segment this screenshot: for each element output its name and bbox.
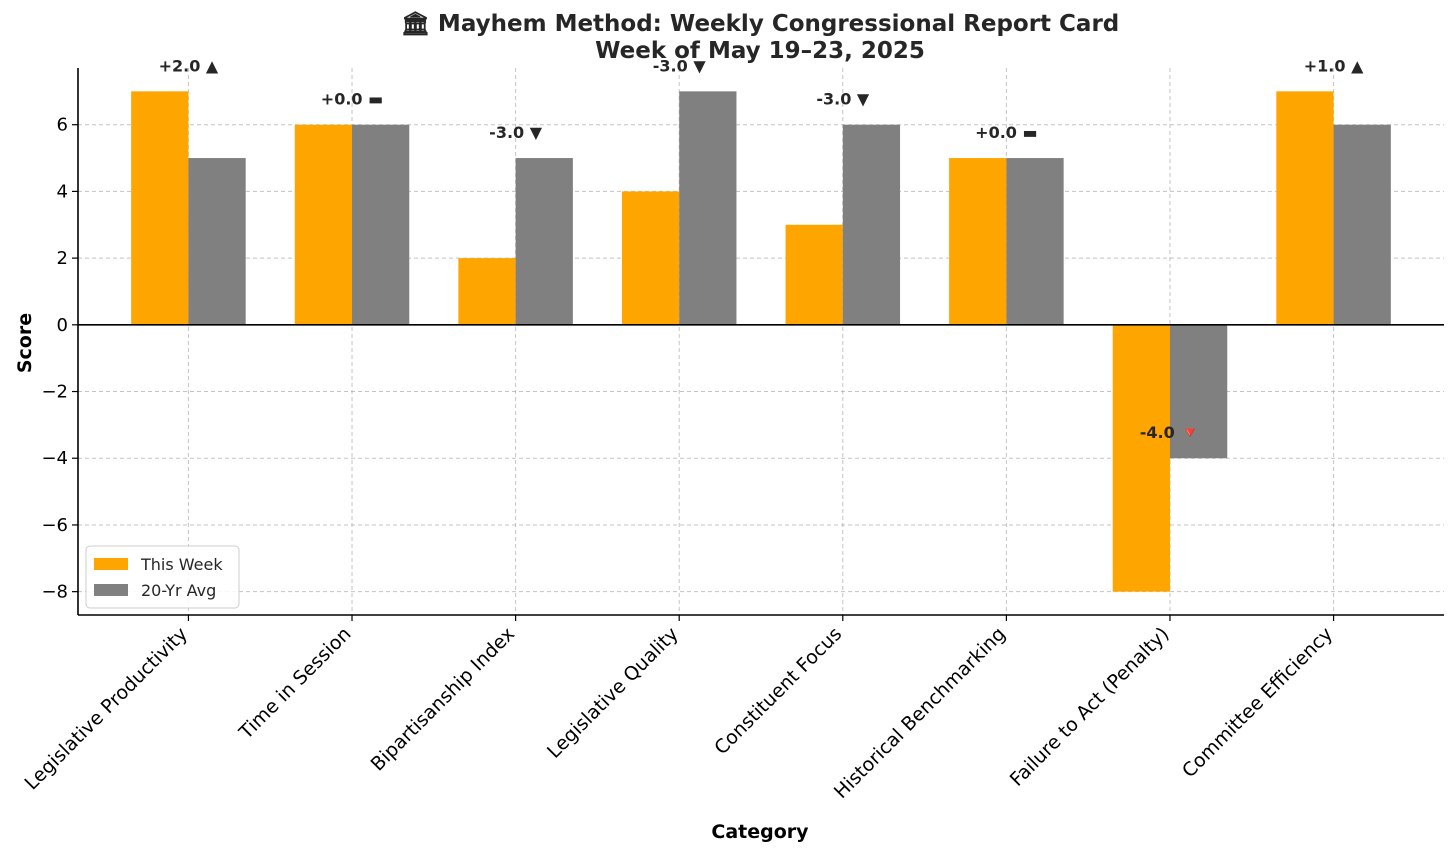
- delta-annotation: -3.0 ▼: [816, 90, 870, 109]
- y-tick-label: −4: [41, 448, 68, 469]
- y-tick-label: 6: [57, 115, 68, 136]
- delta-annotation: +2.0 ▲: [159, 56, 219, 75]
- bar-20-yr-avg: [1006, 158, 1064, 325]
- delta-annotation: +0.0 ▬: [321, 90, 383, 109]
- delta-annotation: -4.0 🔻: [1140, 423, 1200, 442]
- bar-20-yr-avg: [1333, 124, 1391, 325]
- x-category-label: Constituent Focus: [710, 623, 846, 759]
- x-category-label: Committee Efficiency: [1178, 623, 1337, 782]
- bar-this-week: [131, 91, 189, 325]
- legend-label-this-week: This Week: [140, 555, 223, 574]
- bar-this-week: [1276, 91, 1334, 325]
- x-category-label: Legislative Productivity: [21, 623, 192, 794]
- bar-20-yr-avg: [188, 158, 246, 325]
- chart-title-line-2: Week of May 19–23, 2025: [595, 38, 925, 64]
- grid-layer: [78, 68, 1444, 615]
- bar-20-yr-avg: [515, 158, 573, 325]
- bar-20-yr-avg: [352, 124, 410, 325]
- bar-20-yr-avg: [679, 91, 737, 325]
- y-tick-label: −8: [41, 582, 68, 603]
- y-tick-label: 0: [57, 315, 68, 336]
- bar-this-week: [785, 224, 843, 325]
- bar-this-week: [458, 258, 516, 325]
- delta-annotation: -3.0 ▼: [489, 123, 543, 142]
- y-axis-title: Score: [14, 313, 36, 373]
- delta-annotation: +1.0 ▲: [1304, 56, 1364, 75]
- axes-layer: [72, 68, 1444, 621]
- chart-title-line-1: 🏛 Mayhem Method: Weekly Congressional Re…: [401, 11, 1120, 37]
- x-category-label: Legislative Quality: [543, 623, 683, 763]
- x-category-label: Historical Benchmarking: [830, 623, 1010, 803]
- bar-this-week: [949, 158, 1007, 325]
- legend-swatch-20-yr-avg: [94, 584, 128, 596]
- x-category-label: Failure to Act (Penalty): [1006, 623, 1174, 791]
- x-category-label: Bipartisanship Index: [367, 623, 520, 776]
- y-tick-label: 2: [57, 248, 68, 269]
- x-axis-title: Category: [711, 821, 809, 843]
- y-tick-label: 4: [57, 181, 68, 202]
- y-tick-label: −6: [41, 515, 68, 536]
- delta-annotation: -3.0 ▼: [653, 56, 707, 75]
- bar-this-week: [294, 124, 353, 325]
- bar-this-week: [621, 191, 680, 325]
- legend-label-20-yr-avg: 20-Yr Avg: [141, 581, 216, 600]
- legend-swatch-this-week: [94, 558, 128, 570]
- bars-layer: [131, 91, 1391, 592]
- delta-annotation: +0.0 ▬: [975, 123, 1037, 142]
- y-tick-label: −2: [41, 382, 68, 403]
- bar-20-yr-avg: [842, 124, 901, 325]
- bar-this-week: [1112, 324, 1170, 592]
- x-category-label: Time in Session: [234, 623, 355, 744]
- bar-20-yr-avg: [1169, 324, 1228, 459]
- legend: This Week 20-Yr Avg: [85, 545, 240, 609]
